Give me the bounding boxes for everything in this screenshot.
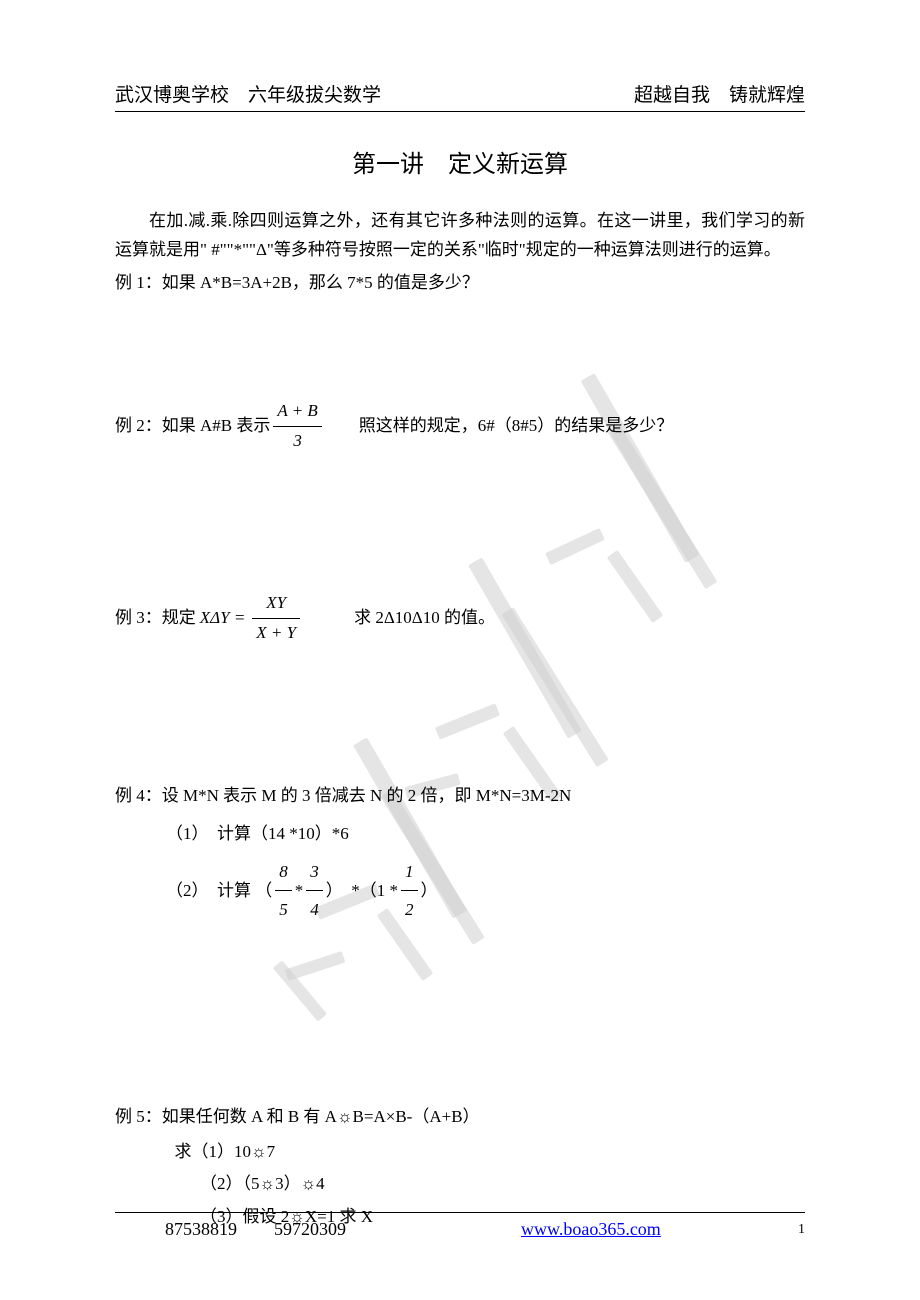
example-5-line1: 例 5：如果任何数 A 和 B 有 A☼B=A×B-（A+B） [115,1103,805,1132]
intro-paragraph: 在加.减.乘.除四则运算之外，还有其它许多种法则的运算。在这一讲里，我们学习的新… [115,207,805,265]
example-4-item1: （1） 计算（14 *10）*6 [166,815,805,852]
example-1: 例 1：如果 A*B=3A+2B，那么 7*5 的值是多少？ [115,269,805,298]
example-5-item2: （2）（5☼3）☼4 [200,1168,805,1200]
example-4-item2: （2） 计算 （ 8 5 * 3 4 ） *（1 * 1 2 ） [166,853,438,929]
fraction-8-5: 8 5 [275,853,292,929]
example-2-suffix: 照这样的规定，6#（8#5）的结果是多少？ [325,412,674,441]
example-3-prefix: 例 3：规定 [115,604,196,633]
footer-link[interactable]: www.boao365.com [521,1219,661,1240]
example-3-fraction: XY X + Y [252,589,300,648]
example-2-fraction: A + B 3 [273,397,321,456]
example-3-suffix: 求 2Δ10Δ10 的值。 [303,604,495,633]
page-footer: 87538819 59720309 www.boao365.com 1 [115,1212,805,1240]
fraction-3-4: 3 4 [306,853,323,929]
example-5-item1: 求（1）10☼7 [175,1136,806,1168]
example-3-eq-left: XΔY = [200,604,246,633]
fraction-1-2: 1 2 [401,853,418,929]
header-right: 超越自我 铸就辉煌 [634,80,805,107]
example-3: 例 3：规定 XΔY = XY X + Y 求 2Δ10Δ10 的值。 [115,589,495,648]
lesson-title: 第一讲 定义新运算 [115,144,805,179]
example-2: 例 2：如果 A#B 表示 A + B 3 照这样的规定，6#（8#5）的结果是… [115,397,673,456]
page-header: 武汉博奥学校 六年级拔尖数学 超越自我 铸就辉煌 [115,80,805,112]
example-4-line1: 例 4：设 M*N 表示 M 的 3 倍减去 N 的 2 倍，即 M*N=3M-… [115,782,805,811]
footer-phones: 87538819 59720309 [165,1219,346,1240]
example-2-prefix: 例 2：如果 A#B 表示 [115,412,270,441]
page-number: 1 [798,1222,805,1238]
header-left: 武汉博奥学校 六年级拔尖数学 [115,80,381,107]
